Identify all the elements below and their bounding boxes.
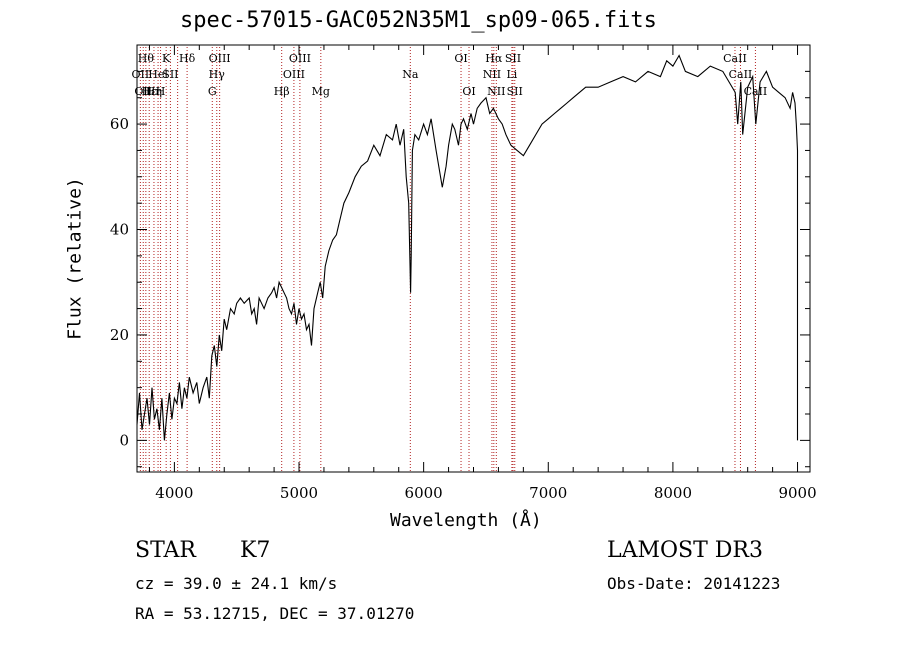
object-class: STAR: [135, 538, 196, 563]
line-label-17: Mg: [312, 85, 330, 98]
line-label-2: Hθ: [138, 52, 155, 65]
spectrum-line: [136, 54, 799, 441]
line-label-19: OI: [454, 52, 467, 65]
line-label-18: Na: [402, 68, 419, 81]
line-label-14: Hβ: [274, 85, 290, 98]
line-label-5: Hel: [148, 68, 168, 81]
y-tick-label-0: 0: [119, 431, 129, 449]
line-label-28: CaII: [729, 68, 753, 81]
obs-date: Obs-Date: 20141223: [607, 574, 781, 593]
line-label-27: CaII: [723, 52, 747, 65]
x-tick-label-4: 8000: [654, 484, 692, 502]
line-label-26: SII: [507, 85, 523, 98]
x-tick-label-5: 9000: [778, 484, 816, 502]
x-tick-label-0: 4000: [155, 484, 193, 502]
line-label-25: SII: [505, 52, 521, 65]
line-label-15: OIII: [283, 68, 305, 81]
y-tick-label-3: 60: [110, 115, 129, 133]
x-tick-label-2: 6000: [405, 484, 443, 502]
line-label-11: G: [208, 85, 217, 98]
line-label-24: Li: [506, 68, 517, 81]
line-label-6: H: [156, 85, 166, 98]
line-label-29: CaII: [744, 85, 768, 98]
object-subclass: K7: [240, 538, 271, 563]
line-label-7: K: [162, 52, 171, 65]
y-tick-label-1: 20: [110, 326, 129, 344]
x-tick-label-1: 5000: [280, 484, 318, 502]
line-label-21: NII: [483, 68, 501, 81]
line-label-16: OIII: [289, 52, 311, 65]
line-label-12: Hγ: [209, 68, 226, 81]
line-label-0: OII: [132, 68, 150, 81]
line-label-13: OIII: [209, 52, 231, 65]
line-label-22: Hα: [485, 52, 503, 65]
line-label-1: OII: [134, 85, 152, 98]
line-label-20: OI: [462, 85, 475, 98]
y-axis-label: Flux (relative): [64, 177, 86, 340]
chart-title: spec-57015-GAC052N35M1_sp09-065.fits: [180, 8, 657, 33]
axes: 4000 5000 6000 7000 8000 9000 0 20 40 60: [110, 44, 817, 502]
survey-name: LAMOST DR3: [607, 538, 763, 563]
plot-frame: [136, 44, 811, 473]
spectrum-series: [136, 54, 799, 441]
line-label-3: Hε: [142, 85, 158, 98]
y-tick-label-2: 40: [110, 221, 129, 239]
line-label-8: SII: [162, 68, 178, 81]
line-label-4: Hη: [146, 85, 162, 98]
redshift-value: cz = 39.0 ± 24.1 km/s: [135, 574, 338, 593]
x-tick-label-3: 7000: [529, 484, 567, 502]
x-axis-label: Wavelength (Å): [390, 510, 542, 531]
line-label-10: Hδ: [179, 52, 196, 65]
coordinates: RA = 53.12715, DEC = 37.01270: [135, 604, 415, 623]
line-label-23: NII: [487, 85, 505, 98]
line-labels: OIIOIIHθHεHηHelHKSIIHδGHγOIIIHβOIIIOIIIM…: [132, 52, 768, 98]
spectral-lines: [139, 47, 756, 472]
